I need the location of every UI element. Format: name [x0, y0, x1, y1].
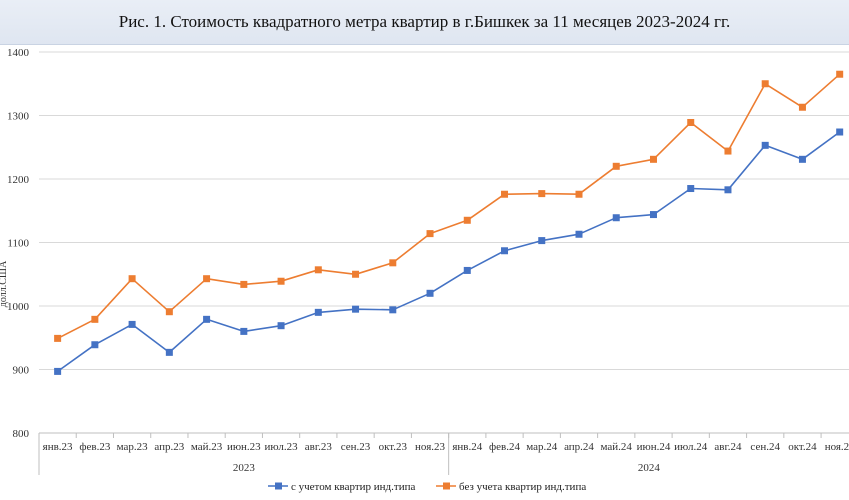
y-tick-label: 1100	[7, 238, 29, 250]
data-point-marker	[426, 230, 434, 238]
data-point-marker	[203, 275, 211, 283]
legend-label: без учета квартир инд.типа	[459, 481, 586, 493]
data-point-marker	[128, 275, 136, 283]
data-point-marker	[165, 308, 173, 316]
group-label: 2023	[233, 462, 256, 474]
y-tick-label: 1000	[7, 301, 30, 313]
x-tick-label: сен.24	[750, 441, 780, 453]
data-point-marker	[54, 367, 62, 375]
y-tick-label: 1200	[7, 174, 30, 186]
data-point-marker	[687, 118, 695, 126]
data-point-marker	[389, 259, 397, 267]
y-tick-label: 800	[13, 428, 30, 440]
series-line	[57, 131, 841, 373]
data-point-marker	[352, 270, 360, 278]
chart-title-bar: Рис. 1. Стоимость квадратного метра квар…	[0, 0, 849, 45]
data-point-marker	[575, 190, 583, 198]
data-point-marker	[463, 266, 471, 274]
data-point-marker	[761, 141, 769, 149]
data-point-marker	[538, 190, 546, 198]
data-point-marker	[165, 348, 173, 356]
x-tick-label: мар.23	[117, 441, 149, 453]
x-tick-label: сен.23	[341, 441, 371, 453]
data-point-marker	[649, 211, 657, 219]
data-point-marker	[501, 190, 509, 198]
data-point-marker	[538, 237, 546, 245]
data-point-marker	[128, 320, 136, 328]
data-point-marker	[91, 341, 99, 349]
x-tick-label: авг.24	[714, 441, 742, 453]
data-point-marker	[798, 103, 806, 111]
data-point-marker	[314, 266, 322, 274]
data-point-marker	[240, 280, 248, 288]
legend-marker	[443, 482, 450, 490]
x-tick-label: июл.24	[674, 441, 708, 453]
x-tick-label: май.23	[191, 441, 223, 453]
x-tick-label: июл.23	[265, 441, 299, 453]
data-point-marker	[91, 315, 99, 323]
data-point-marker	[687, 185, 695, 193]
x-tick-label: авг.23	[305, 441, 333, 453]
data-point-marker	[277, 322, 285, 330]
data-point-marker	[389, 306, 397, 314]
x-tick-label: июн.24	[637, 441, 671, 453]
x-tick-label: мар.24	[526, 441, 558, 453]
chart-title: Рис. 1. Стоимость квадратного метра квар…	[118, 12, 731, 31]
data-point-marker	[203, 315, 211, 323]
x-tick-label: апр.23	[154, 441, 184, 453]
series-line	[57, 73, 841, 340]
x-tick-label: июн.23	[227, 441, 261, 453]
y-tick-label: 1300	[7, 111, 30, 123]
group-label: 2024	[638, 462, 661, 474]
data-point-marker	[352, 305, 360, 313]
data-point-marker	[724, 186, 732, 194]
x-tick-label: окт.23	[379, 441, 408, 453]
x-tick-label: апр.24	[564, 441, 594, 453]
data-point-marker	[575, 230, 583, 238]
y-axis-label: долл.США	[0, 260, 9, 307]
data-point-marker	[761, 80, 769, 88]
x-tick-label: фев.24	[489, 441, 520, 453]
data-point-marker	[724, 147, 732, 155]
x-tick-label: ноя.23	[415, 441, 445, 453]
data-point-marker	[649, 155, 657, 163]
data-point-marker	[240, 327, 248, 335]
x-tick-label: ноя.24	[825, 441, 849, 453]
x-tick-label: окт.24	[788, 441, 817, 453]
data-point-marker	[426, 289, 434, 297]
x-tick-label: май.24	[601, 441, 633, 453]
legend-label: с учетом квартир инд.типа	[291, 481, 415, 493]
data-point-marker	[54, 334, 62, 342]
data-point-marker	[798, 155, 806, 163]
x-tick-label: янв.24	[452, 441, 482, 453]
x-tick-label: янв.23	[43, 441, 73, 453]
data-point-marker	[612, 214, 620, 222]
data-point-marker	[501, 247, 509, 255]
data-point-marker	[277, 277, 285, 285]
data-point-marker	[836, 70, 844, 78]
legend-marker	[275, 482, 282, 490]
x-tick-label: фев.23	[79, 441, 110, 453]
data-point-marker	[836, 128, 844, 136]
data-point-marker	[314, 308, 322, 316]
line-chart: 800 900 1000 1100 1200 1300 1400 долл.США янв.23…	[0, 47, 849, 493]
y-tick-label: 900	[13, 365, 30, 377]
y-tick-label: 1400	[7, 47, 30, 59]
data-point-marker	[612, 162, 620, 170]
data-point-marker	[463, 216, 471, 224]
